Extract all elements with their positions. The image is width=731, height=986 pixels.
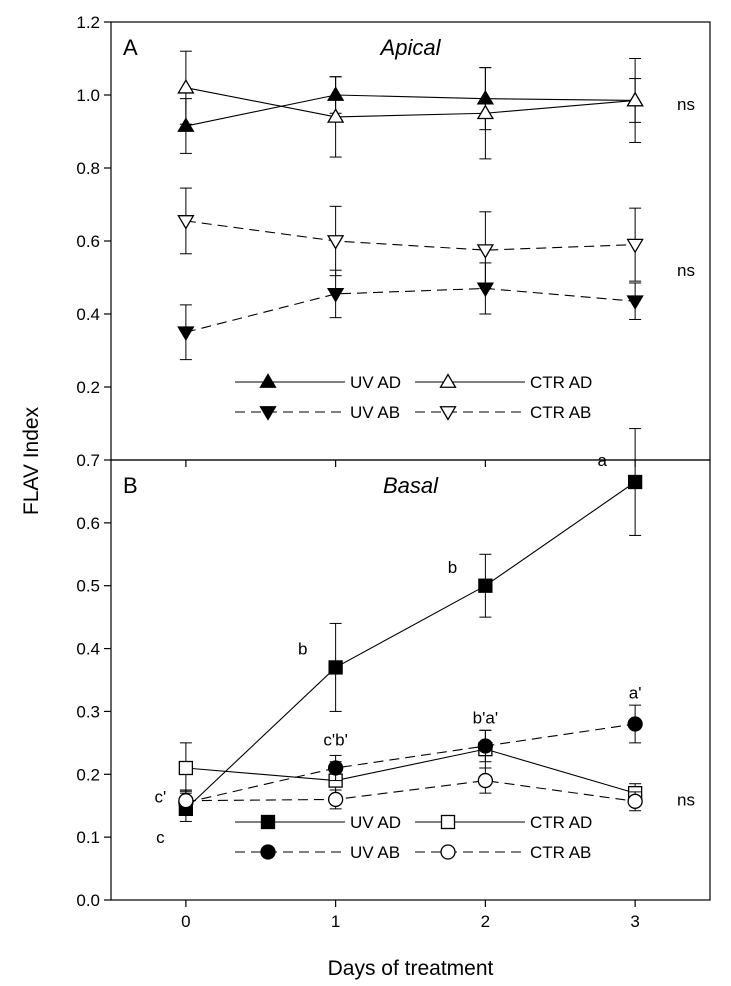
significance-label: c' [155, 787, 167, 806]
x-tick-label: 1 [331, 912, 340, 931]
x-tick-label: 0 [181, 912, 190, 931]
y-tick-label: 1.2 [76, 13, 100, 32]
panel-letter: B [123, 473, 138, 498]
data-point [326, 288, 345, 303]
legend-label: UV AB [350, 403, 400, 422]
x-tick-label: 2 [481, 912, 490, 931]
y-tick-label: 0.4 [76, 305, 100, 324]
series-ctr-ab [177, 187, 644, 289]
x-axis-title: Days of treatment [328, 957, 494, 980]
series-ctr-ad [178, 729, 643, 804]
legend-marker [260, 844, 276, 860]
series-ctr-ad [177, 50, 644, 160]
series-line [185, 780, 636, 802]
significance-label: ns [677, 95, 695, 114]
legend-label: UV AD [350, 813, 401, 832]
legend-label: UV AB [350, 843, 400, 862]
y-tick-label: 0.0 [76, 891, 100, 910]
data-point [327, 791, 344, 808]
significance-label: a [597, 451, 607, 470]
y-tick-label: 0.6 [76, 514, 100, 533]
legend-marker [440, 844, 456, 860]
data-point [326, 108, 345, 123]
x-tick-label: 3 [630, 912, 639, 931]
series-uv-ad [178, 428, 643, 822]
y-tick-label: 1.0 [76, 86, 100, 105]
data-point [476, 244, 495, 259]
data-point [327, 760, 344, 776]
series-line [185, 481, 636, 810]
plot-frame [110, 21, 711, 461]
significance-label: b [448, 558, 457, 577]
data-point [177, 117, 195, 132]
series-uv-ab [177, 262, 644, 361]
significance-label: b'a' [473, 709, 498, 728]
series-line [185, 723, 636, 804]
legend-marker [439, 406, 457, 421]
data-point [177, 78, 195, 94]
panel-title: Apical [379, 35, 442, 60]
data-point [476, 104, 495, 120]
panel-b-basal: 0.0 0.1 0.2 0.3 0.4 0.5 0.6 0.7 0 1 2 3 B Basal a b b a' b… [76, 428, 711, 931]
data-point [627, 716, 643, 732]
legend-marker [259, 373, 277, 388]
data-point [627, 474, 643, 490]
y-tick-label: 0.2 [76, 765, 100, 784]
significance-label: c [156, 828, 165, 847]
significance-label: b [298, 640, 307, 659]
series-ctr-ab [178, 767, 643, 812]
data-point [328, 660, 343, 675]
panel-title: Basal [383, 473, 439, 498]
legend-label: CTR AD [530, 373, 592, 392]
significance-label: ns [677, 790, 695, 809]
significance-label: ns [677, 261, 695, 280]
y-tick-label: 0.3 [76, 702, 100, 721]
legend-marker [439, 373, 457, 388]
data-point [626, 91, 644, 107]
significance-label: a' [629, 684, 642, 703]
data-point [477, 738, 494, 754]
y-axis-title: FLAV Index [20, 406, 43, 515]
data-point [177, 326, 195, 342]
series-uv-ab [178, 704, 643, 816]
data-point [178, 793, 194, 809]
legend-label: CTR AB [530, 403, 591, 422]
series-uv-ad [177, 67, 644, 154]
y-tick-label: 0.2 [76, 378, 100, 397]
legend: UV AD CTR AD UV AB CTR AB [235, 373, 592, 422]
series-line [185, 94, 636, 127]
series-line [185, 87, 636, 118]
panel-a-apical: 0.2 0.4 0.6 0.8 1.0 1.2 A Apical ns ns UV AD CTR AD… [76, 13, 711, 467]
y-tick-label: 0.7 [76, 451, 100, 470]
legend-label: UV AD [350, 373, 401, 392]
y-tick-label: 0.1 [76, 828, 100, 847]
data-point [626, 238, 644, 254]
data-point [478, 578, 493, 593]
legend-marker [259, 406, 277, 421]
legend-label: CTR AB [530, 843, 591, 862]
data-point [326, 235, 345, 250]
panel-letter: A [123, 35, 138, 60]
significance-label: c'b' [323, 731, 347, 750]
data-point [627, 793, 643, 809]
data-point [177, 215, 195, 230]
data-point [626, 295, 644, 311]
series-line [185, 287, 636, 333]
legend-marker [440, 814, 456, 830]
y-tick-label: 0.5 [76, 577, 100, 596]
data-point [477, 772, 494, 789]
plot-frame [110, 459, 711, 901]
legend: UV AD CTR AD UV AB CTR AB [235, 813, 592, 862]
series-line [185, 748, 636, 794]
legend-marker [260, 814, 276, 830]
y-tick-label: 0.8 [76, 159, 100, 178]
data-point [178, 760, 194, 776]
y-tick-label: 0.4 [76, 640, 100, 659]
y-tick-label: 0.6 [76, 232, 100, 251]
legend-label: CTR AD [530, 813, 592, 832]
series-line [185, 220, 636, 251]
